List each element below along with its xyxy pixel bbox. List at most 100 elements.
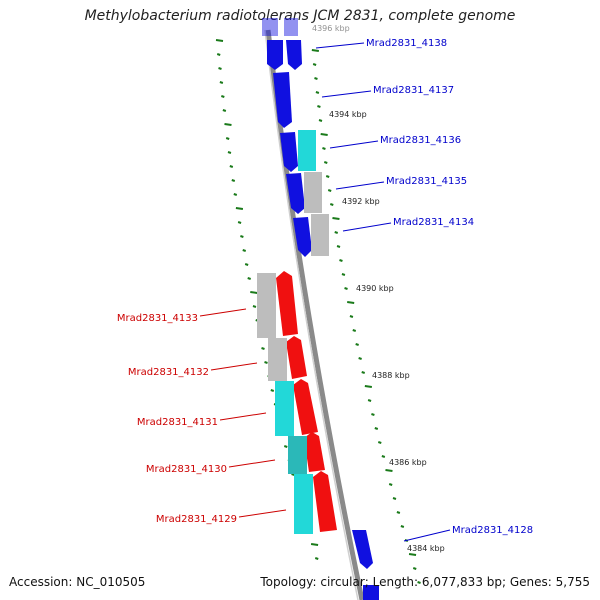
- cds-block-gray: [257, 273, 276, 338]
- tick-mark: [237, 221, 242, 224]
- reverse-cds-block: [286, 336, 307, 379]
- gene-label-4128[interactable]: Mrad2831_4128: [452, 525, 533, 536]
- gene-label-4133[interactable]: Mrad2831_4133: [117, 313, 198, 324]
- tick-mark: [314, 77, 318, 80]
- tick-mark: [367, 399, 372, 402]
- gene-label-4130[interactable]: Mrad2831_4130: [146, 464, 227, 475]
- label-leader-line: [342, 222, 392, 232]
- tick-mark: [318, 119, 323, 122]
- reverse-gene-labels: Mrad2831_4133 Mrad2831_4132 Mrad2831_413…: [117, 308, 287, 525]
- label-leader-line: [199, 308, 247, 317]
- tick-mark: [377, 441, 382, 444]
- forward-cds-block: [286, 40, 302, 70]
- gene-label-4138[interactable]: Mrad2831_4138: [366, 38, 447, 49]
- reverse-cds-track: [276, 271, 337, 532]
- gene-label-4137[interactable]: Mrad2831_4137: [373, 85, 454, 96]
- tick-mark: [412, 567, 417, 570]
- tick-mark: [229, 165, 234, 168]
- tick-mark: [244, 263, 249, 266]
- genome-summary: Topology: circular; Length: 6,077,833 bp…: [260, 575, 590, 589]
- forward-outer-track: [286, 40, 329, 256]
- tick-mark: [224, 123, 232, 126]
- tick-mark: [327, 189, 332, 192]
- label-leader-line: [228, 459, 276, 468]
- tick-mark: [225, 137, 230, 140]
- forward-gene-labels: Mrad2831_4138 Mrad2831_4137 Mrad2831_413…: [315, 38, 533, 542]
- tick-mark: [325, 175, 330, 178]
- reverse-cds-block: [304, 432, 325, 472]
- ruler-label: 4392 kbp: [342, 197, 380, 206]
- tick-mark: [381, 455, 386, 458]
- label-leader-line: [210, 362, 258, 371]
- cds-block-gray: [268, 338, 287, 381]
- gene-label-4132[interactable]: Mrad2831_4132: [128, 367, 209, 378]
- tick-mark: [261, 347, 265, 350]
- tick-mark: [250, 291, 258, 294]
- accession-label: Accession: NC_010505: [9, 575, 146, 589]
- tick-mark: [374, 427, 379, 430]
- forward-cds-block: [293, 217, 312, 257]
- tick-mark: [310, 543, 319, 546]
- tick-mark: [227, 151, 232, 154]
- tick-mark: [231, 179, 236, 182]
- gene-label-4134[interactable]: Mrad2831_4134: [393, 217, 474, 228]
- reverse-cds-block: [276, 271, 298, 336]
- tick-mark: [400, 525, 405, 528]
- tick-mark: [371, 413, 375, 416]
- gene-label-4136[interactable]: Mrad2831_4136: [380, 135, 461, 146]
- tick-mark: [417, 581, 421, 584]
- tick-mark: [392, 497, 397, 500]
- cds-block-cyan: [298, 130, 316, 171]
- tick-mark: [222, 109, 227, 112]
- forward-cds-block: [267, 40, 283, 70]
- ruler-label: 4390 kbp: [356, 284, 394, 293]
- tick-mark: [396, 511, 401, 514]
- tick-mark: [283, 445, 288, 448]
- tick-mark: [355, 343, 359, 346]
- tick-mark: [218, 67, 222, 70]
- label-leader-line: [315, 42, 365, 49]
- tick-mark: [240, 235, 244, 238]
- tick-mark: [233, 193, 238, 196]
- tick-mark: [315, 91, 320, 94]
- tick-mark: [320, 133, 328, 136]
- map-title: Methylobacterium radiotolerans JCM 2831,…: [84, 8, 516, 24]
- gene-label-4135[interactable]: Mrad2831_4135: [386, 176, 467, 187]
- tick-mark: [311, 49, 319, 52]
- tick-mark: [312, 63, 317, 66]
- gene-label-4131[interactable]: Mrad2831_4131: [137, 417, 218, 428]
- tick-mark: [341, 273, 346, 276]
- forward-cds-block: [352, 530, 373, 569]
- tick-mark: [349, 315, 354, 318]
- ruler-label: 4384 kbp: [407, 544, 445, 553]
- tick-mark: [242, 249, 247, 252]
- forward-cds-block: [273, 72, 292, 128]
- gene-label-4129[interactable]: Mrad2831_4129: [156, 514, 237, 525]
- ruler-label: 4388 kbp: [372, 371, 410, 380]
- label-leader-line: [321, 90, 372, 98]
- cds-block-cyan: [294, 474, 313, 534]
- tick-mark: [219, 81, 224, 84]
- reverse-outer-track: [257, 273, 313, 534]
- ruler-labels: 4396 kbp 4394 kbp 4392 kbp 4390 kbp 4388…: [312, 24, 445, 553]
- tick-mark: [385, 469, 393, 472]
- tick-mark: [252, 305, 257, 308]
- label-leader-line: [403, 529, 451, 542]
- top-faded-genes: [262, 18, 298, 36]
- reverse-cds-block: [293, 379, 318, 435]
- tick-mark: [329, 203, 334, 206]
- forward-cds-block: [280, 132, 298, 172]
- tick-mark: [408, 553, 417, 556]
- tick-mark: [352, 329, 357, 332]
- label-leader-line: [219, 412, 267, 421]
- tick-mark: [358, 357, 362, 360]
- ruler-label: 4396 kbp: [312, 24, 350, 33]
- tick-mark: [314, 557, 319, 560]
- tick-mark: [322, 147, 326, 150]
- tick-mark: [388, 483, 393, 486]
- tick-mark: [364, 385, 372, 388]
- tick-mark: [323, 161, 328, 164]
- forward-cds-track: [267, 40, 379, 600]
- tick-mark: [339, 259, 343, 262]
